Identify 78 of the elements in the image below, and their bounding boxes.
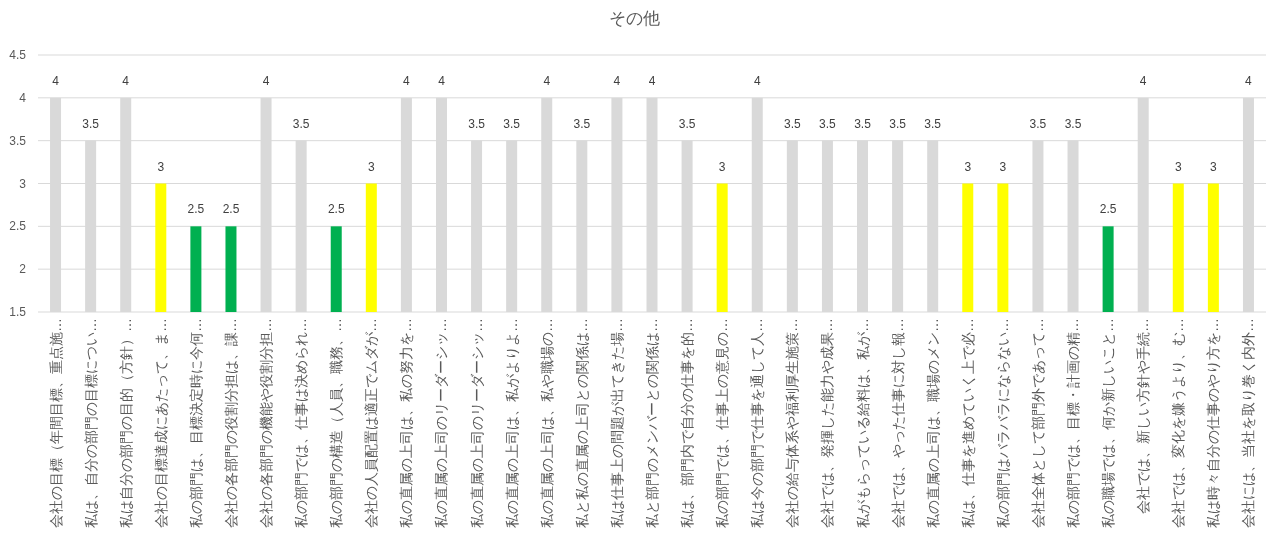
data-label: 3.5 <box>1064 116 1082 131</box>
x-tick-label: 会社には、当社を取り巻く内外… <box>1240 318 1257 528</box>
data-label: 3 <box>718 159 726 174</box>
x-tick-label: 私の職場では、何か新しいこと… <box>1100 318 1117 528</box>
x-tick-label: 会社の各部門の機能や役割分担… <box>258 318 275 528</box>
x-tick-label: 会社の人員配置は適正でムダが… <box>363 318 380 528</box>
x-tick-label: 私の直属の上司のリーダーシッ… <box>433 318 450 528</box>
data-label: 4 <box>1139 73 1147 88</box>
x-tick-label: 会社の目標達成にあたって、ま… <box>152 318 169 528</box>
y-tick-label: 2.5 <box>9 219 27 234</box>
x-tick-label: 会社では、新しい方針や手続… <box>1135 318 1152 514</box>
x-tick-label: 会社では、変化を嫌うより、む… <box>1170 318 1187 528</box>
data-label: 3.5 <box>784 116 802 131</box>
x-tick-label: 会社では、発揮した能力や成果… <box>819 318 836 528</box>
data-label: 3 <box>999 159 1007 174</box>
x-tick-label: 私の部門では、目標・計画の精… <box>1065 318 1082 528</box>
x-tick-label: 私がもらっている給料は、私が… <box>854 318 871 528</box>
data-label: 3.5 <box>82 116 100 131</box>
x-tick-label: 私の直属の上司は、私や職場の… <box>538 318 555 528</box>
x-tick-label: 私の部門はバラバラにならない… <box>994 318 1011 528</box>
x-tick-label: 私の部門では、仕事上の意見の… <box>714 318 731 528</box>
y-tick-label: 3.5 <box>9 133 27 148</box>
y-tick-label: 4 <box>19 90 27 105</box>
x-tick-label: 会社全体として部門外であって… <box>1029 318 1046 528</box>
x-tick-label: 私は、仕事を進めていく上で必… <box>959 318 976 528</box>
data-label: 2.5 <box>1099 202 1117 217</box>
y-tick-label: 2 <box>19 262 27 277</box>
x-tick-label: 私の直属の上司は、私がよりよ… <box>503 318 520 528</box>
y-tick-label: 1.5 <box>9 305 27 319</box>
chart-title: その他 <box>608 9 660 28</box>
x-tick-label: 私と部門のメンバーとの関係は… <box>644 318 660 528</box>
x-tick-label: 私の直属の上司のリーダーシッ… <box>468 318 485 528</box>
data-label: 3.5 <box>678 116 696 131</box>
x-tick-label: 私は仕事上の問題が出てきた場… <box>608 318 625 528</box>
x-tick-label: 私は自分の部門の目的（方針）… <box>117 318 134 528</box>
x-tick-label: 会社では、やった仕事に対し報… <box>889 318 906 528</box>
data-label: 4 <box>753 73 761 88</box>
data-label: 4 <box>648 73 656 88</box>
data-label: 3.5 <box>503 116 521 131</box>
data-label: 2.5 <box>327 202 345 217</box>
data-label: 3.5 <box>292 116 310 131</box>
data-label: 4 <box>1245 73 1253 88</box>
data-label: 3 <box>1210 159 1218 174</box>
data-label: 3.5 <box>1029 116 1047 131</box>
data-label: 4 <box>613 73 621 88</box>
y-tick-label: 3 <box>19 176 27 191</box>
y-tick-label: 4.5 <box>9 48 27 62</box>
data-label: 4 <box>262 73 270 88</box>
x-tick-label: 私は今の部門で仕事を通して人… <box>749 318 766 528</box>
data-label: 3.5 <box>889 116 907 131</box>
x-tick-label: 私の部門の構造（人員、職務、… <box>328 318 345 528</box>
x-tick-label: 会社の目標（年間目標、重点施… <box>47 318 64 528</box>
data-label: 4 <box>438 73 446 88</box>
x-tick-label: 私の直属の上司は、私の努力を… <box>398 318 415 528</box>
x-tick-label: 会社の給与体系や福利厚生施策… <box>784 318 801 528</box>
data-label: 2.5 <box>187 202 205 217</box>
x-tick-label: 私は時々自分の仕事のやり方を… <box>1205 318 1222 528</box>
data-label: 4 <box>52 73 60 88</box>
x-tick-label: 私の部門は、目標決定時に今何… <box>187 318 204 528</box>
data-label: 3 <box>964 159 972 174</box>
data-label: 3.5 <box>924 116 942 131</box>
data-label: 3.5 <box>573 116 591 131</box>
x-tick-label: 会社の各部門の役割分担は、課… <box>222 318 239 528</box>
data-label: 3.5 <box>819 116 837 131</box>
data-label: 4 <box>403 73 411 88</box>
data-label: 4 <box>122 73 130 88</box>
x-tick-label: 私は、自分の部門の目標につい… <box>82 318 99 528</box>
data-label: 4 <box>543 73 551 88</box>
data-label: 3.5 <box>468 116 486 131</box>
x-tick-label: 私と私の直属の上司との関係は… <box>573 318 590 528</box>
data-label: 2.5 <box>222 202 240 217</box>
data-label: 3 <box>157 159 165 174</box>
x-tick-label: 私の直属の上司は、職場のメン… <box>924 318 941 528</box>
data-label: 3 <box>367 159 375 174</box>
x-tick-label: 私は、部門内で自分の仕事を的… <box>679 318 696 528</box>
x-tick-label: 私の部門では、仕事は決められ… <box>293 318 310 528</box>
data-label: 3 <box>1174 159 1182 174</box>
data-label: 3.5 <box>854 116 872 131</box>
